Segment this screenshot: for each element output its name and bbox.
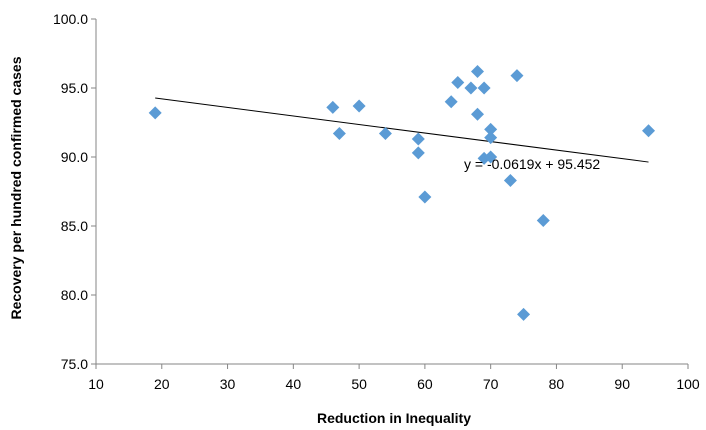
data-point: [411, 132, 425, 146]
x-tick-label: 70: [483, 376, 499, 392]
y-tick-label: 90.0: [61, 149, 88, 165]
data-point: [471, 107, 485, 121]
data-point: [378, 127, 392, 141]
data-point: [411, 146, 425, 160]
data-point: [642, 124, 656, 138]
trendline-layer: [155, 97, 649, 163]
data-point: [451, 75, 465, 89]
data-point: [332, 127, 346, 141]
data-point: [326, 100, 340, 114]
points-layer: [148, 64, 656, 321]
trendline-equation: y = -0.0619x + 95.452: [464, 156, 600, 172]
x-tick-label: 20: [154, 376, 170, 392]
data-point: [148, 106, 162, 120]
data-point: [536, 213, 550, 227]
data-point: [471, 64, 485, 78]
x-axis-title: Reduction in Inequality: [317, 410, 471, 426]
data-point: [477, 81, 491, 95]
trendline: [155, 97, 649, 163]
x-tick-label: 80: [549, 376, 565, 392]
x-tick-label: 60: [417, 376, 433, 392]
data-point: [484, 150, 498, 164]
data-point: [464, 81, 478, 95]
y-axis-title: Recovery per hundred confirmed cases: [8, 56, 24, 319]
data-point: [352, 99, 366, 113]
data-point: [418, 190, 432, 204]
axes-layer: 75.0 80.0 85.0 90.0 95.0 100.0 10 20 30 40 50 60 70 8…: [53, 11, 700, 392]
x-tick-label: 10: [88, 376, 104, 392]
x-tick-label: 50: [351, 376, 367, 392]
y-tick-label: 100.0: [53, 11, 88, 27]
x-tick-label: 90: [614, 376, 630, 392]
data-point: [444, 95, 458, 109]
data-point: [484, 122, 498, 136]
y-tick-label: 75.0: [61, 356, 88, 372]
y-tick-label: 85.0: [61, 218, 88, 234]
x-tick-label: 40: [286, 376, 302, 392]
data-point: [484, 131, 498, 145]
y-tick-label: 95.0: [61, 80, 88, 96]
x-tick-label: 30: [220, 376, 236, 392]
data-point: [517, 307, 531, 321]
y-tick-label: 80.0: [61, 287, 88, 303]
x-tick-label: 100: [676, 376, 700, 392]
data-point: [503, 173, 517, 187]
data-point: [510, 69, 524, 83]
